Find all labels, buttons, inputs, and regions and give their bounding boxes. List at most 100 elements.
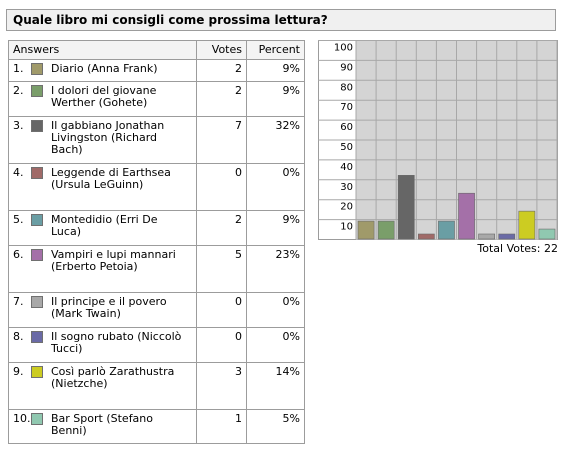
answer-cell: 7. Il principe e il povero (Mark Twain) [8,292,197,328]
row-number: 5. [13,213,24,226]
poll-title: Quale libro mi consigli come prossima le… [6,9,556,31]
answer-cell: 1. Diario (Anna Frank) [8,59,197,82]
table-header-row: Answers Votes Percent [8,40,305,60]
percent-cell: 9% [246,81,305,117]
answer-label: Il gabbiano Jonathan Livingston (Richard… [51,119,165,156]
results-bar-chart: 10 20 30 40 50 60 70 80 90 100 [318,40,558,240]
color-swatch-icon [31,63,43,75]
table-row: 2. I dolori del giovane Werther (Gohete) 2… [8,81,305,117]
answer-cell: 6. Vampiri e lupi mannari (Erberto Petoia… [8,245,197,293]
answer-label: Diario (Anna Frank) [51,62,158,75]
percent-cell: 14% [246,362,305,410]
row-number: 1. [13,62,24,75]
answer-cell: 2. I dolori del giovane Werther (Gohete) [8,81,197,117]
y-tick-label: 90 [340,62,353,73]
y-tick-label: 40 [340,162,353,173]
votes-cell: 7 [196,116,247,164]
votes-cell: 2 [196,81,247,117]
bar-2 [377,220,395,240]
row-number: 9. [13,365,24,378]
answer-label: Montedidio (Erri De Luca) [51,213,158,238]
y-tick-label: 80 [340,82,353,93]
row-number: 10. [13,412,31,425]
table-row: 5. Montedidio (Erri De Luca) 2 9% [8,210,305,246]
y-tick-label: 30 [340,182,353,193]
votes-header: Votes [196,40,247,60]
results-table: Answers Votes Percent 1. Diario (Anna Fra… [8,40,305,444]
row-number: 8. [13,330,24,343]
row-number: 6. [13,248,24,261]
y-tick-label: 100 [334,43,353,54]
row-number: 2. [13,84,24,97]
votes-cell: 2 [196,59,247,82]
color-swatch-icon [31,167,43,179]
table-row: 7. Il principe e il povero (Mark Twain) 0 0… [8,292,305,328]
total-votes: Total Votes: 22 [318,242,558,255]
answer-label: Il sogno rubato (Niccolò Tucci) [51,330,182,355]
bar-3 [397,175,415,240]
color-swatch-icon [31,85,43,97]
answer-label: Così parlò Zarathustra (Nietzche) [51,365,175,390]
bar-7 [478,233,496,240]
bar-6 [458,192,475,240]
answer-label: Vampiri e lupi mannari (Erberto Petoia) [51,248,176,273]
votes-cell: 1 [196,409,247,444]
answer-label: Il principe e il povero (Mark Twain) [51,295,167,320]
bar-10 [538,228,556,240]
votes-cell: 0 [196,327,247,363]
color-swatch-icon [31,413,43,425]
answer-cell: 3. Il gabbiano Jonathan Livingston (Richa… [8,116,197,164]
bar-4 [418,233,435,240]
color-swatch-icon [31,249,43,261]
table-row: 6. Vampiri e lupi mannari (Erberto Petoia… [8,245,305,293]
answer-cell: 9. Così parlò Zarathustra (Nietzche) [8,362,197,410]
bar-1 [357,220,375,240]
bar-5 [438,220,455,240]
answer-label: I dolori del giovane Werther (Gohete) [51,84,157,109]
answer-cell: 5. Montedidio (Erri De Luca) [8,210,197,246]
total-votes-label: Total Votes: [477,242,541,255]
color-swatch-icon [31,214,43,226]
table-row: 3. Il gabbiano Jonathan Livingston (Richa… [8,116,305,164]
percent-cell: 0% [246,292,305,328]
y-tick-label: 10 [340,222,353,233]
answers-header: Answers [8,40,197,60]
bar-8 [498,233,516,240]
y-tick-label: 20 [340,202,353,213]
total-votes-value: 22 [544,242,558,255]
table-row: 9. Così parlò Zarathustra (Nietzche) 3 14% [8,362,305,410]
answer-cell: 8. Il sogno rubato (Niccolò Tucci) [8,327,197,363]
percent-cell: 0% [246,327,305,363]
percent-cell: 23% [246,245,305,293]
answer-cell: 4. Leggende di Earthsea (Ursula LeGuinn) [8,163,197,211]
color-swatch-icon [31,366,43,378]
table-row: 8. Il sogno rubato (Niccolò Tucci) 0 0% [8,327,305,363]
votes-cell: 0 [196,292,247,328]
table-row: 10. Bar Sport (Stefano Benni) 1 5% [8,409,305,444]
answer-label: Bar Sport (Stefano Benni) [51,412,154,437]
answer-cell: 10. Bar Sport (Stefano Benni) [8,409,197,444]
color-swatch-icon [31,120,43,132]
bar-9 [518,210,536,240]
percent-cell: 9% [246,210,305,246]
y-tick-label: 70 [340,102,353,113]
votes-cell: 0 [196,163,247,211]
row-number: 4. [13,166,24,179]
y-tick-label: 60 [340,122,353,133]
percent-cell: 0% [246,163,305,211]
votes-cell: 3 [196,362,247,410]
percent-cell: 9% [246,59,305,82]
color-swatch-icon [31,296,43,308]
answer-label: Leggende di Earthsea (Ursula LeGuinn) [51,166,171,191]
row-number: 3. [13,119,24,132]
percent-cell: 32% [246,116,305,164]
y-tick-label: 50 [340,142,353,153]
color-swatch-icon [31,331,43,343]
percent-header: Percent [246,40,305,60]
votes-cell: 2 [196,210,247,246]
table-row: 4. Leggende di Earthsea (Ursula LeGuinn) 0… [8,163,305,211]
votes-cell: 5 [196,245,247,293]
percent-cell: 5% [246,409,305,444]
table-row: 1. Diario (Anna Frank) 2 9% [8,59,305,82]
row-number: 7. [13,295,24,308]
